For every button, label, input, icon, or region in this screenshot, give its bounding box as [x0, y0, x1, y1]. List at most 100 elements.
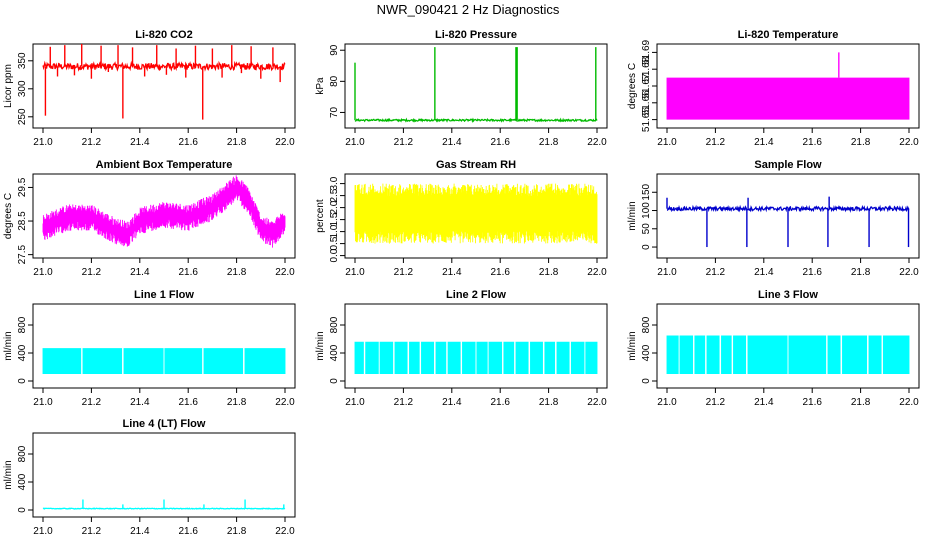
x-tick-label: 21.8 [227, 397, 247, 408]
x-tick-label: 22.0 [587, 137, 607, 148]
x-tick-label: 21.0 [657, 267, 677, 278]
panel-title: Line 1 Flow [134, 289, 194, 301]
x-tick-label: 22.0 [587, 267, 607, 278]
x-tick-label: 21.4 [754, 137, 774, 148]
x-tick-label: 21.6 [178, 397, 198, 408]
x-tick-label: 21.2 [82, 397, 102, 408]
y-tick-label: 1.0 [329, 224, 340, 238]
y-tick-label: 51.69 [641, 39, 652, 64]
x-tick-label: 21.2 [82, 137, 102, 148]
figure-title: NWR_090421 2 Hz Diagnostics [376, 2, 560, 17]
x-tick-label: 21.8 [227, 137, 247, 148]
panel-5: Gas Stream RH 21.0 21.2 21.4 21.6 21.8 22.0 0.0… [315, 159, 608, 278]
y-tick-label: 51.65 [641, 107, 652, 132]
y-tick-label: 51.67 [641, 73, 652, 98]
y-axis-label: ml/min [3, 460, 14, 489]
y-axis-label: ml/min [3, 331, 14, 360]
y-tick-label: 2.5 [329, 188, 340, 202]
x-tick-label: 21.4 [442, 267, 462, 278]
y-tick-label: 1.5 [329, 212, 340, 226]
y-tick-label: 29.5 [17, 177, 28, 197]
x-tick-label: 21.6 [178, 137, 198, 148]
plot-frame [32, 303, 296, 389]
plot-frame [344, 43, 608, 129]
x-tick-label: 22.0 [587, 397, 607, 408]
x-tick-label: 21.8 [539, 397, 559, 408]
x-tick-label: 21.6 [802, 137, 822, 148]
y-tick-label: 800 [17, 316, 28, 333]
y-tick-label: 400 [17, 344, 28, 361]
panel-8: Line 2 Flow 21.0 21.2 21.4 21.6 21.8 22.0 0 400 8… [315, 289, 608, 408]
series-band [42, 348, 286, 374]
x-tick-label: 21.4 [130, 397, 150, 408]
y-tick-label: 400 [329, 344, 340, 361]
y-axis-label: ml/min [627, 331, 638, 360]
panel-4: Ambient Box Temperature 21.0 21.2 21.4 21.6 2… [3, 159, 296, 278]
y-tick-label: 28.5 [17, 211, 28, 231]
y-tick-label: 150 [641, 183, 652, 200]
panel-title: Li-820 Pressure [435, 29, 517, 41]
x-tick-label: 21.4 [754, 397, 774, 408]
panel-title: Gas Stream RH [436, 159, 516, 171]
x-tick-label: 22.0 [275, 137, 295, 148]
y-tick-label: 70 [329, 106, 340, 118]
x-tick-label: 21.6 [802, 397, 822, 408]
y-tick-label: 90 [329, 44, 340, 56]
y-tick-label: 0 [641, 244, 652, 250]
x-tick-label: 21.8 [227, 267, 247, 278]
x-tick-label: 21.6 [178, 267, 198, 278]
y-tick-label: 800 [641, 316, 652, 333]
x-tick-label: 21.6 [802, 267, 822, 278]
panel-title: Ambient Box Temperature [96, 159, 233, 171]
y-tick-label: 2.0 [329, 200, 340, 214]
x-tick-label: 21.8 [539, 137, 559, 148]
panel-title: Line 3 Flow [758, 289, 818, 301]
x-tick-label: 21.4 [442, 397, 462, 408]
series-line [354, 117, 598, 124]
x-tick-label: 21.2 [82, 526, 102, 537]
y-tick-label: 0.5 [329, 236, 340, 250]
series-line [42, 60, 286, 72]
y-tick-label: 0 [641, 378, 652, 384]
x-tick-label: 21.2 [394, 267, 414, 278]
y-tick-label: 80 [329, 75, 340, 87]
x-tick-label: 21.0 [33, 526, 53, 537]
y-tick-label: 27.5 [17, 244, 28, 264]
plot-frame [344, 303, 608, 389]
x-tick-label: 21.8 [227, 526, 247, 537]
y-tick-label: 51.68 [641, 56, 652, 81]
x-tick-label: 21.4 [130, 137, 150, 148]
panel-title: Line 2 Flow [446, 289, 506, 301]
x-tick-label: 21.6 [490, 137, 510, 148]
series-trend [42, 175, 286, 248]
x-tick-label: 21.0 [33, 267, 53, 278]
x-tick-label: 22.0 [275, 267, 295, 278]
x-tick-label: 21.2 [706, 137, 726, 148]
y-tick-label: 300 [17, 80, 28, 97]
x-tick-label: 21.0 [657, 137, 677, 148]
series-band [666, 77, 910, 120]
x-tick-label: 21.2 [706, 397, 726, 408]
panel-1: Li-820 CO2 21.0 21.2 21.4 21.6 21.8 22.0 250 300… [3, 29, 296, 148]
x-tick-label: 21.4 [442, 137, 462, 148]
x-tick-label: 21.2 [82, 267, 102, 278]
x-tick-label: 21.8 [851, 397, 871, 408]
y-tick-label: 3.0 [329, 176, 340, 190]
x-tick-label: 21.0 [33, 137, 53, 148]
panel-6: Sample Flow 21.0 21.2 21.4 21.6 21.8 22.0 0 50 10… [627, 159, 920, 278]
x-tick-label: 21.0 [33, 397, 53, 408]
y-tick-label: 800 [17, 445, 28, 462]
x-tick-label: 22.0 [899, 137, 919, 148]
x-tick-label: 21.8 [851, 267, 871, 278]
plot-frame [656, 173, 920, 259]
y-axis-label: percent [315, 199, 326, 233]
x-tick-label: 21.8 [539, 267, 559, 278]
panel-title: Sample Flow [754, 159, 822, 171]
panel-title: Li-820 CO2 [135, 29, 192, 41]
x-tick-label: 21.0 [345, 267, 365, 278]
panel-10: Line 4 (LT) Flow 21.0 21.2 21.4 21.6 21.8 22.0… [3, 418, 296, 537]
series-band [354, 183, 598, 244]
x-tick-label: 21.2 [706, 267, 726, 278]
x-tick-label: 21.6 [490, 397, 510, 408]
